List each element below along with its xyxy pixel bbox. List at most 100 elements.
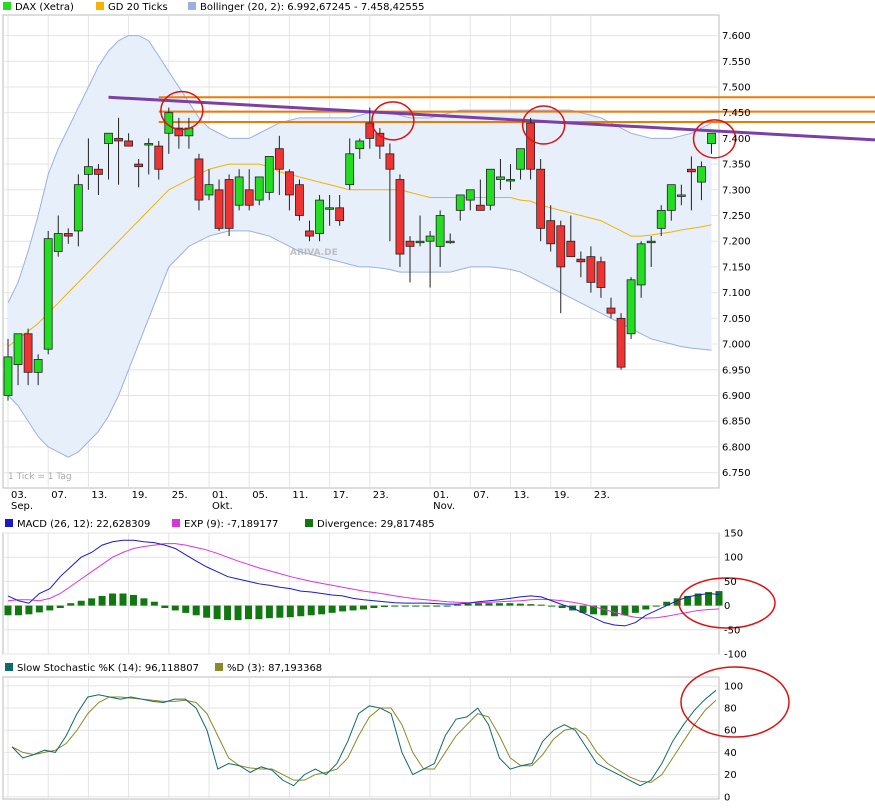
macd-y-tick: 150 [724,529,743,540]
divergence-bar [684,595,692,606]
candle-body [676,194,686,197]
divergence-bar [464,603,472,606]
x-tick-label: 11. [292,490,308,501]
bollinger-band-fill [8,35,712,458]
x-tick-label: 13. [514,490,530,501]
stoch-y-tick: 100 [724,681,743,692]
divergence-bar [213,605,221,620]
divergence-bar [715,591,723,606]
stoch-k-line [11,689,717,787]
candle-body [496,176,505,180]
divergence-bar [600,605,608,616]
candle-body [94,168,103,175]
stoch-y-tick: 0 [724,792,730,803]
candle-body [315,199,324,234]
candle-body [626,279,636,335]
price-y-tick: 7.050 [722,314,751,325]
x-tick-label: 07. [51,490,67,501]
macd-highlight-circle [678,577,776,629]
divergence-bar [673,598,681,606]
gd20-line [7,163,712,348]
price-y-tick: 6.800 [722,442,751,453]
candle-body [154,145,164,170]
x-tick-label: 19. [132,490,148,501]
price-y-tick: 7.250 [722,211,751,222]
divergence-bar [694,593,702,606]
candle-body [254,176,264,201]
divergence-bar [516,603,524,606]
divergence-bar [88,598,96,606]
candle-body [536,168,546,229]
candle-body [134,163,144,168]
candle-body [174,127,184,137]
x-tick-label: 23. [373,490,389,501]
price-y-tick: 6.900 [722,391,751,402]
x-tick-month: Okt. [212,501,233,512]
candle-body [385,153,395,170]
divergence-bar [391,605,399,607]
divergence-bar [35,605,43,613]
divergence-bar [621,605,629,616]
stoch-y-axis: 100 80 60 40 20 0 [724,681,743,803]
legend-stoch-d: %D (3): 87,193368 [227,663,322,674]
candle-body [395,179,405,255]
divergence-bar [77,600,85,606]
stoch-y-tick: 60 [724,726,737,737]
candle-body [697,166,706,183]
divergence-bar [360,605,367,610]
stoch-y-tick: 20 [724,770,737,781]
highlight-circle [521,105,566,145]
trend-line [108,95,875,142]
candle-body [636,243,646,286]
divergence-bar [590,605,598,615]
candle-body [204,184,214,196]
candle-body [425,235,435,242]
divergence-bar [537,604,545,606]
highlight-circles [160,90,737,159]
candle-body [284,171,294,196]
macd-y-tick: 100 [724,553,743,564]
candle-body [84,166,93,175]
candle-body [53,233,63,252]
candle-body [73,184,83,232]
divergence-bar [307,605,315,616]
price-y-tick: 6.850 [722,417,751,428]
price-y-tick: 7.150 [722,262,751,273]
legend-swatch-dax [3,2,11,10]
candle-body [646,240,656,244]
divergence-bar [328,605,336,613]
divergence-bar [339,605,347,612]
legend-dax: DAX (Xetra) [15,2,74,13]
divergence-bar [140,598,148,606]
divergence-bar [98,595,106,606]
divergence-bar [192,605,200,616]
candle-body [325,207,335,210]
legend-swatch-gd [96,2,104,10]
candle-body [43,238,53,350]
candle-body [355,140,365,150]
candle-body [405,240,415,247]
stoch-y-tick: 80 [724,704,737,715]
divergence-bar [506,603,514,606]
divergence-bar [129,594,137,606]
price-legend: DAX (Xetra) GD 20 Ticks Bollinger (20, 2… [3,2,424,13]
divergence-bar [370,605,378,609]
legend-bollinger: Bollinger (20, 2): 6.992,67245 - 7.458,4… [200,2,424,13]
candle-body [13,333,23,366]
resistance-lines [158,96,875,123]
candle-body [586,256,596,283]
divergence-bar [380,605,388,608]
x-tick-month: Sep. [11,501,33,512]
divergence-bar [548,605,556,607]
candle-body [546,220,556,245]
stoch-legend: Slow Stochastic %K (14): 96,118807 %D (3… [5,663,322,674]
candle-body [3,356,13,396]
watermark: ARIVA.DE [290,248,338,258]
divergence-bar [286,605,294,618]
divergence-bar [318,605,326,615]
candle-body [506,179,515,182]
candle-body [124,140,133,147]
x-tick-label: 03. [11,490,27,501]
divergence-bar [46,605,54,611]
